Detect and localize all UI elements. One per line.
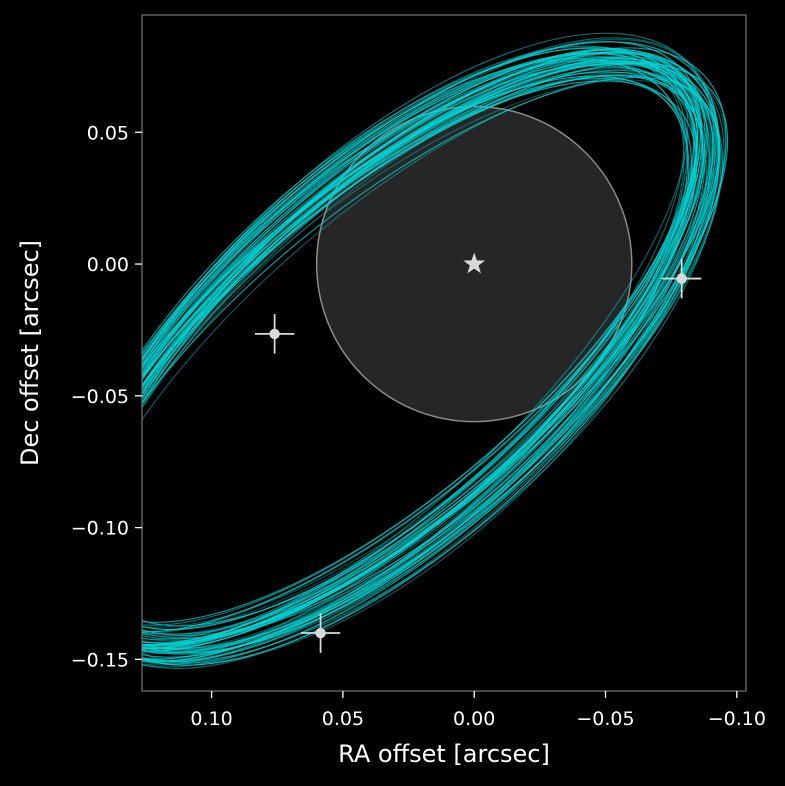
- x-tick-label: −0.05: [576, 708, 634, 730]
- x-tick-label: 0.10: [190, 708, 232, 730]
- orbit-tracks: [142, 32, 729, 670]
- orbit-track: [142, 47, 697, 663]
- orbit-track: [142, 56, 716, 639]
- y-tick-label: −0.05: [71, 386, 129, 408]
- axes-frame: [141, 14, 747, 692]
- detection-marker: [676, 273, 687, 284]
- x-tick-label: −0.10: [708, 708, 766, 730]
- orbit-track: [142, 79, 719, 655]
- orbit-track: [142, 69, 724, 660]
- plot-area: [142, 32, 729, 670]
- x-axis: 0.10 0.05 0.00 −0.05 −0.10: [190, 691, 766, 730]
- detection-point: [661, 258, 702, 299]
- orbit-track: [142, 63, 698, 623]
- detection-marker: [269, 328, 280, 340]
- y-tick-label: −0.10: [71, 518, 129, 540]
- detection-point: [254, 314, 295, 354]
- x-axis-label: RA offset [arcsec]: [338, 740, 550, 768]
- orbit-track: [142, 56, 717, 632]
- y-tick-label: −0.15: [71, 649, 129, 671]
- x-tick-label: 0.00: [453, 708, 495, 730]
- orbit-track: [142, 61, 727, 664]
- orbit-track: [142, 41, 706, 662]
- y-tick-label: 0.05: [87, 122, 129, 144]
- orbit-track: [142, 62, 712, 635]
- orbit-track: [142, 76, 720, 646]
- orbit-track: [142, 57, 710, 649]
- orbit-track: [142, 58, 720, 670]
- orbit-track: [142, 75, 698, 633]
- detection-point: [300, 613, 341, 653]
- orbit-track: [142, 61, 722, 663]
- orbit-track: [142, 58, 690, 654]
- y-axis: 0.05 0.00 −0.05 −0.10 −0.15: [71, 122, 142, 671]
- y-tick-label: 0.00: [87, 254, 129, 276]
- y-axis-label: Dec offset [arcsec]: [16, 240, 44, 466]
- orbit-track: [142, 49, 689, 650]
- orbit-track: [142, 62, 719, 646]
- detections: [254, 258, 702, 653]
- x-tick-label: 0.05: [322, 708, 364, 730]
- detection-marker: [315, 627, 326, 639]
- orbit-track: [142, 32, 715, 651]
- star-icon: [463, 252, 486, 274]
